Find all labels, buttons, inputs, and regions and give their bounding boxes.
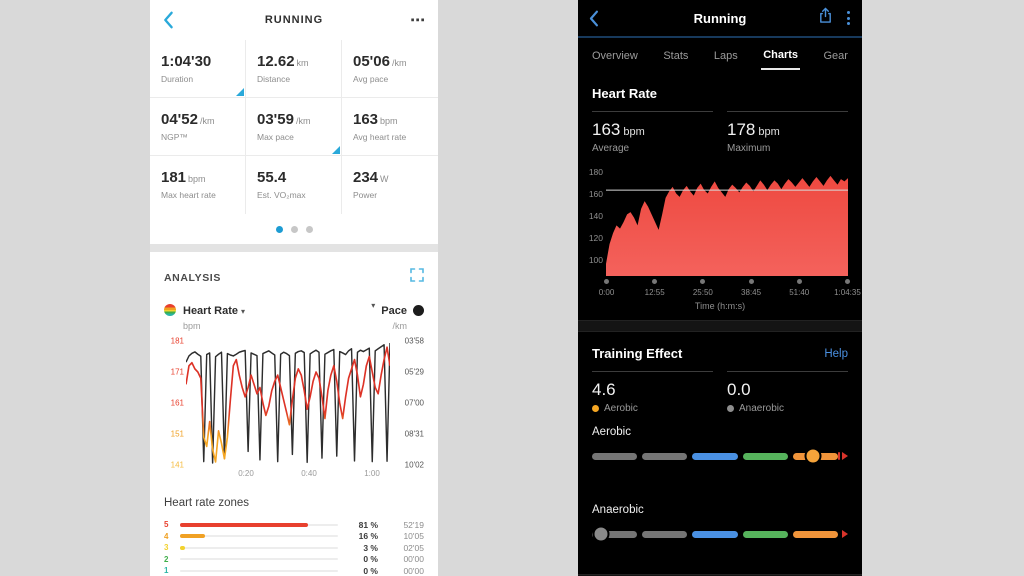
anaerobic-marker — [592, 525, 610, 543]
help-link[interactable]: Help — [824, 347, 848, 360]
left-app-header: RUNNING ⋯ — [150, 0, 438, 40]
tab-stats[interactable]: Stats — [663, 50, 689, 62]
tab-gear[interactable]: Gear — [823, 50, 848, 62]
tab-bar: Overview Stats Laps Charts Gear — [578, 38, 862, 72]
aerobic-scale-label: Aerobic — [592, 426, 631, 438]
heart-rate-zones-icon — [164, 304, 176, 316]
hr-axis-labels: 181 171 161 151 141 — [170, 336, 184, 470]
stat-avg-heart-rate: 163 bpm Avg heart rate — [342, 98, 438, 156]
hr-pace-line-chart[interactable] — [186, 341, 390, 465]
scale-arrow-icon — [842, 452, 848, 460]
anaerobic-scale-label: Anaerobic — [592, 504, 644, 516]
heart-rate-zones-title: Heart rate zones — [164, 497, 250, 509]
time-axis-title: Time (h:m:s) — [694, 301, 746, 311]
pace-axis-labels: 03'58 05'29 07'00 08'31 10'02 — [404, 336, 424, 470]
pager-dot-active[interactable] — [275, 225, 283, 233]
hr-axis-labels: 180 160 140 120 100 — [588, 166, 603, 265]
chevron-left-icon — [164, 11, 173, 29]
section-divider — [150, 244, 438, 252]
pager-dot[interactable] — [305, 225, 313, 233]
tab-charts[interactable]: Charts — [761, 40, 801, 70]
chevron-down-icon: ▾ — [241, 307, 246, 316]
scale-arrow-icon — [842, 530, 848, 538]
stat-max-heart-rate: 181 bpm Max heart rate — [150, 156, 246, 214]
fullscreen-icon — [410, 268, 424, 282]
share-icon — [820, 7, 831, 23]
aerobic-marker — [804, 447, 822, 465]
tab-overview[interactable]: Overview — [592, 50, 638, 62]
stats-grid: 1:04'30 Duration 12.62 km Distance 05'06/… — [150, 40, 438, 214]
left-app-panel: RUNNING ⋯ 1:04'30 Duration 12.62 km Dista… — [150, 0, 438, 576]
avg-hr-stat: 163 bpm Average — [592, 111, 713, 154]
right-app-header: Running — [578, 0, 862, 38]
section-divider — [578, 320, 862, 332]
chevron-left-icon — [589, 10, 599, 26]
more-menu-button[interactable] — [845, 9, 852, 27]
chevron-down-icon: ▾ — [371, 301, 376, 310]
garmin-hr-chart[interactable]: 180 160 140 120 100 — [586, 166, 848, 276]
section-divider — [578, 574, 862, 576]
anaerobic-stat: 0.0 Anaerobic — [727, 371, 848, 414]
back-button[interactable] — [162, 11, 174, 29]
right-app-panel: Running Overview Stats Laps Cha — [578, 0, 862, 576]
more-menu-button[interactable]: ⋯ — [410, 12, 426, 29]
zone-row: 4 16 % 10'05 — [164, 531, 424, 542]
aerobic-dot-icon — [592, 405, 599, 412]
anaerobic-scale — [592, 524, 848, 544]
stat-ngp: 04'52/km NGP™ — [150, 98, 246, 156]
tab-laps[interactable]: Laps — [713, 50, 738, 62]
aerobic-stat: 4.6 Aerobic — [592, 371, 713, 414]
analysis-card: ANALYSIS Heart Rate ▾ bpm — [150, 252, 438, 576]
zone-row: 5 81 % 52'19 — [164, 519, 424, 530]
stat-distance: 12.62 km Distance — [246, 40, 342, 98]
scale-max-tick — [838, 452, 840, 460]
analysis-chart[interactable]: 181 171 161 151 141 03'58 05'29 07'00 08'31 — [164, 336, 424, 470]
hr-area-chart[interactable] — [606, 166, 848, 276]
zone-row: 3 3 % 02'05 — [164, 542, 424, 553]
zone-row: 2 0 % 00'00 — [164, 554, 424, 565]
zone-row: 1 0 % 00'00 — [164, 565, 424, 576]
time-axis-labels: 0:20 0:40 1:00 — [238, 469, 380, 478]
pace-series-icon — [413, 305, 424, 316]
stat-vo2max: 55.4 Est. VO₂max — [246, 156, 342, 214]
analysis-title: ANALYSIS — [164, 271, 221, 284]
stat-avg-pace: 05'06/km Avg pace — [342, 40, 438, 98]
heart-rate-stats: 163 bpm Average 178 bpm Maximum — [592, 111, 848, 154]
anaerobic-dot-icon — [727, 405, 734, 412]
share-button[interactable] — [818, 7, 833, 29]
page-title: RUNNING — [264, 14, 324, 26]
training-effect-title: Training Effect — [592, 346, 683, 361]
time-axis-ticks: 0:00 12:55 25:50 38:45 51:40 1:04:35 — [599, 279, 861, 297]
back-button[interactable] — [588, 10, 599, 27]
aerobic-scale — [592, 446, 848, 466]
pace-series-selector[interactable]: ▾ Pace /km — [368, 301, 424, 331]
chart-legend: Heart Rate ▾ bpm ▾ Pace /km — [164, 301, 424, 331]
expand-fullscreen-button[interactable] — [410, 268, 424, 287]
stat-max-pace[interactable]: 03'59/km Max pace — [246, 98, 342, 156]
pager-dot[interactable] — [290, 225, 298, 233]
max-hr-stat: 178 bpm Maximum — [727, 111, 848, 154]
heart-rate-section-title: Heart Rate — [592, 86, 658, 101]
stat-power: 234 W Power — [353, 169, 389, 200]
stat-duration[interactable]: 1:04'30 Duration — [150, 40, 246, 98]
page-title: Running — [693, 10, 747, 26]
page-indicator[interactable] — [150, 214, 438, 244]
heart-rate-zones-table: 5 81 % 52'19 4 16 % 10'05 3 3 % 02'05 — [164, 519, 424, 576]
training-effect-stats: 4.6 Aerobic 0.0 Anaerobic — [592, 371, 848, 414]
heart-rate-series-selector[interactable]: Heart Rate ▾ bpm — [164, 301, 245, 331]
